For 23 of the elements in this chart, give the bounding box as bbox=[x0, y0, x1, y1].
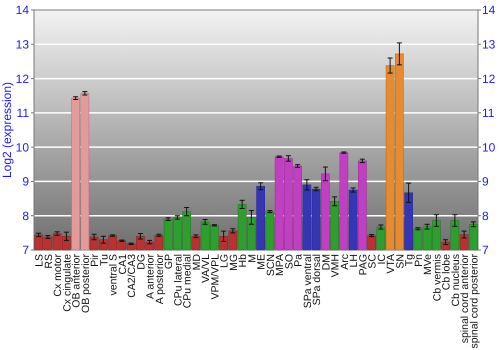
x-tick-label: LG bbox=[218, 254, 231, 268]
x-tick-label: MVe bbox=[422, 254, 434, 276]
y2-tick-label: 8 bbox=[482, 208, 489, 223]
y-tick-label: 8 bbox=[22, 208, 30, 223]
x-tick-label: Cx cingulate bbox=[61, 254, 74, 312]
y-tick-label: 12 bbox=[16, 72, 30, 86]
y2-tick-label: 9 bbox=[482, 174, 489, 189]
y2-tick-label: 13 bbox=[482, 37, 496, 52]
y-tick-label: 13 bbox=[16, 37, 30, 52]
y2-tick-label: 14 bbox=[482, 3, 496, 18]
x-tick-label: Pa bbox=[292, 254, 305, 267]
x-tick-label: GP bbox=[163, 254, 176, 270]
y-tick-label: 11 bbox=[16, 106, 30, 120]
y2-tick-label: 7 bbox=[482, 243, 489, 258]
y-tick-label: 7 bbox=[22, 243, 30, 258]
y-axis-title: Log2 (expression) bbox=[0, 82, 14, 178]
y-tick-label: 14 bbox=[16, 3, 30, 18]
x-tick-label: Tg bbox=[404, 254, 416, 266]
y-tick-label: 9 bbox=[22, 174, 30, 189]
y2-tick-label: 10 bbox=[482, 140, 496, 154]
y2-tick-label: 12 bbox=[482, 72, 496, 86]
y-tick-label: 10 bbox=[16, 140, 30, 154]
y2-tick-label: 11 bbox=[482, 106, 495, 120]
